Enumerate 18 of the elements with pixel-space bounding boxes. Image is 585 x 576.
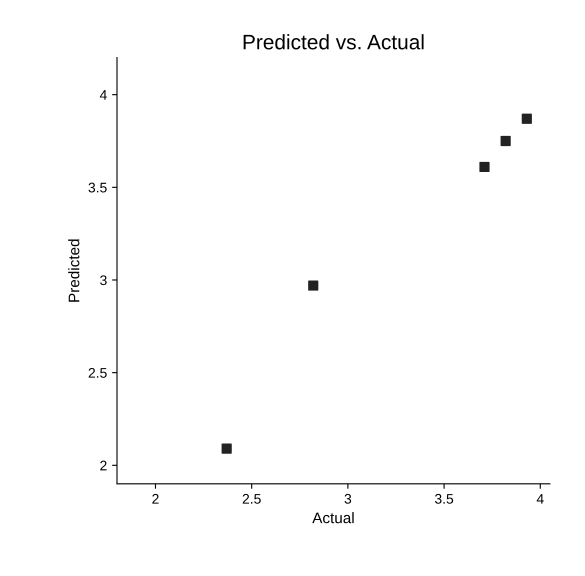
- x-tick-label: 2.5: [242, 494, 261, 504]
- point: [522, 114, 532, 124]
- chart-title: Predicted vs. Actual: [244, 34, 424, 50]
- point: [479, 162, 490, 172]
- point: [308, 280, 318, 291]
- y-tick-label: 2: [100, 460, 107, 470]
- y-tick-label: 3: [100, 275, 107, 286]
- y-tick-label: 2.5: [88, 368, 107, 378]
- x-axis-title: Actual: [312, 512, 354, 524]
- x-tick-label: 3.5: [434, 494, 454, 504]
- x-tick-label: 3: [344, 494, 352, 504]
- y-tick-label: 3.5: [88, 182, 107, 192]
- point: [500, 136, 511, 146]
- point: [222, 444, 232, 454]
- y-tick-label: 4: [100, 90, 107, 100]
- x-tick-label: 2: [152, 494, 159, 504]
- y-axis-title: Predicted: [68, 239, 80, 302]
- x-tick-label: 4: [536, 494, 544, 504]
